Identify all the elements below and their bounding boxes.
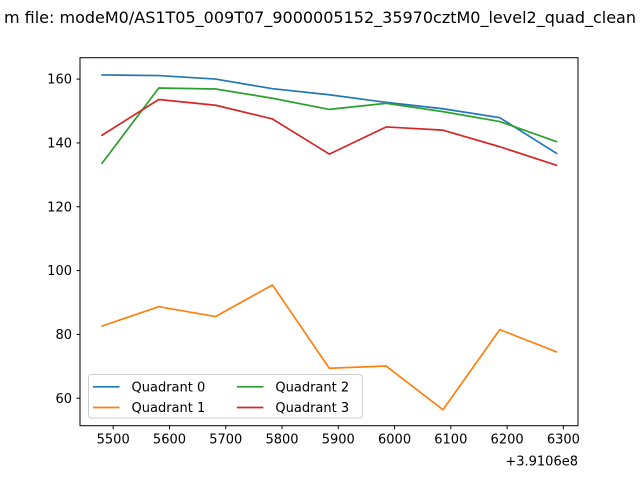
series-line-quadrant-0 <box>101 74 558 155</box>
x-axis-offset-label: +3.9106e8 <box>505 455 578 470</box>
legend-label-1: Quadrant 1 <box>132 401 206 416</box>
x-tick-label: 6300 <box>547 433 580 448</box>
series-line-quadrant-2 <box>101 87 558 165</box>
x-tick-label: 5900 <box>322 433 355 448</box>
x-tick-label: 5800 <box>265 433 298 448</box>
x-tick-label: 6100 <box>434 433 467 448</box>
y-tick-label: 140 <box>47 136 72 151</box>
legend-label-0: Quadrant 0 <box>132 380 206 395</box>
series-line-quadrant-1 <box>101 284 558 411</box>
y-tick-label: 100 <box>47 264 72 279</box>
legend-box <box>88 374 363 419</box>
series-line-quadrant-3 <box>101 98 558 167</box>
chart-title: m file: modeM0/AS1T05_009T07_9000005152_… <box>3 8 636 27</box>
legend-label-2: Quadrant 2 <box>275 380 349 395</box>
x-tick-label: 5600 <box>153 433 186 448</box>
chart-title-strip: m file: modeM0/AS1T05_009T07_9000005152_… <box>0 8 640 32</box>
x-tick-label: 5500 <box>97 433 130 448</box>
y-tick-label: 80 <box>55 328 72 343</box>
y-tick-label: 160 <box>47 73 72 88</box>
legend-label-3: Quadrant 3 <box>275 401 349 416</box>
y-tick-label: 60 <box>55 392 72 407</box>
plot-area-border <box>79 57 579 427</box>
x-tick-label: 6000 <box>378 433 411 448</box>
x-tick-label: 5700 <box>209 433 242 448</box>
y-tick-label: 120 <box>47 200 72 215</box>
x-tick-label: 6200 <box>491 433 524 448</box>
